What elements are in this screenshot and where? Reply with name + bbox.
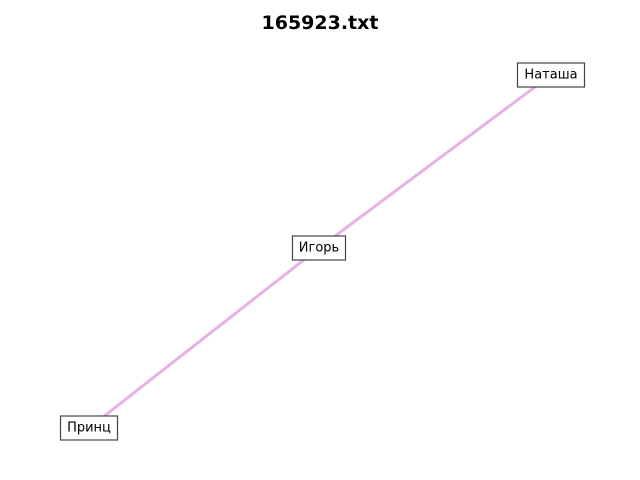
node-natasha: Наташа [516, 62, 586, 88]
diagram-title: 165923.txt [261, 12, 379, 34]
node-label: Наташа [524, 68, 577, 83]
edge-igor-natasha [317, 73, 553, 250]
node-box [59, 415, 119, 441]
node-box [516, 62, 586, 88]
node-igor: Игорь [291, 235, 347, 261]
node-box [291, 235, 347, 261]
edges-layer [87, 73, 553, 430]
node-label: Принц [67, 421, 111, 436]
nodes-layer: Наташа Игорь Принц [59, 62, 586, 441]
node-label: Игорь [299, 241, 339, 256]
edge-prince-igor [87, 246, 321, 430]
node-prince: Принц [59, 415, 119, 441]
